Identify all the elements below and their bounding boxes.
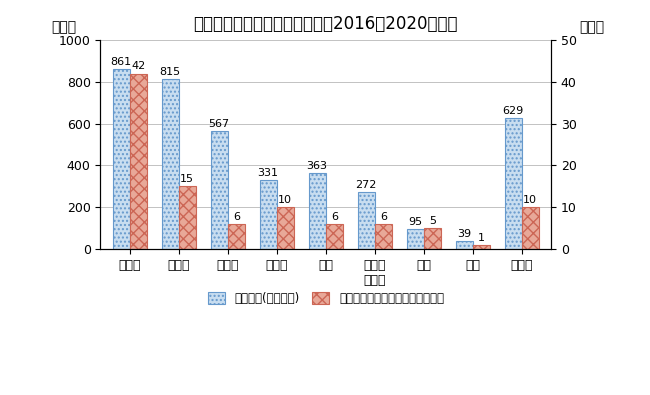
Text: （人）: （人） — [52, 20, 77, 34]
Bar — [309, 173, 326, 249]
Bar — [259, 180, 277, 249]
Bar — [211, 131, 227, 249]
Text: 363: 363 — [307, 161, 328, 171]
Text: 6: 6 — [380, 212, 387, 222]
Text: 10: 10 — [278, 195, 292, 205]
Text: 1: 1 — [478, 233, 485, 243]
Text: 567: 567 — [209, 118, 229, 128]
Bar — [112, 69, 130, 249]
Text: 95: 95 — [408, 217, 422, 227]
Text: 6: 6 — [331, 212, 338, 222]
Text: 5: 5 — [429, 216, 436, 226]
Text: 629: 629 — [502, 105, 524, 116]
Bar — [522, 207, 539, 249]
Bar — [456, 241, 473, 249]
Text: 815: 815 — [160, 67, 181, 77]
Bar — [179, 186, 196, 249]
Title: 熱中症による業種別死傷者数（2016～2020年計）: 熱中症による業種別死傷者数（2016～2020年計） — [194, 15, 458, 33]
Bar — [130, 73, 147, 249]
Text: 272: 272 — [356, 180, 377, 190]
Text: 42: 42 — [131, 62, 146, 71]
Text: 15: 15 — [180, 174, 194, 184]
Bar — [326, 224, 343, 249]
Bar — [162, 79, 179, 249]
Bar — [358, 192, 374, 249]
Bar — [227, 224, 245, 249]
Bar — [406, 229, 424, 249]
Bar — [504, 118, 522, 249]
Text: 861: 861 — [111, 57, 132, 67]
Text: 331: 331 — [257, 168, 279, 178]
Text: 6: 6 — [233, 212, 240, 222]
Text: 39: 39 — [457, 229, 471, 239]
Bar — [473, 245, 490, 249]
Legend: 死傷者数(左目盛り), 死亡者数（内数）　（右目盛り）: 死傷者数(左目盛り), 死亡者数（内数） （右目盛り） — [203, 288, 448, 310]
Bar — [424, 228, 441, 249]
Text: （人）: （人） — [579, 20, 604, 34]
Bar — [277, 207, 294, 249]
Text: 10: 10 — [523, 195, 538, 205]
Bar — [374, 224, 392, 249]
